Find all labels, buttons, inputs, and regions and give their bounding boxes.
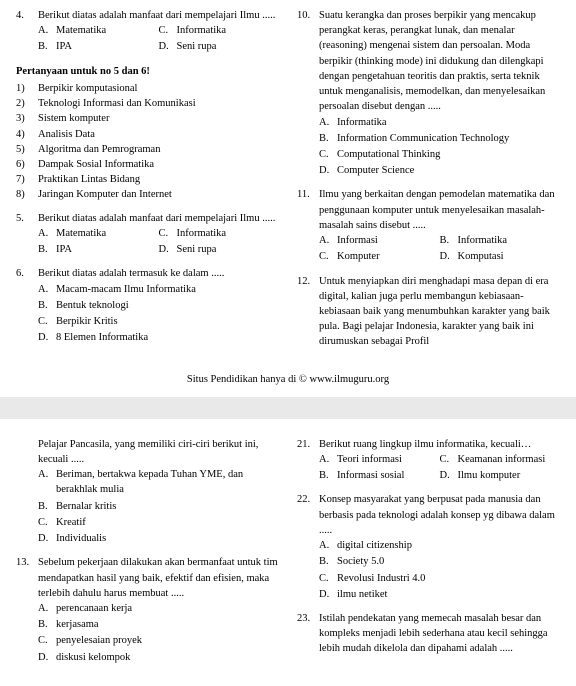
question-stem: Ilmu yang berkaitan dengan pemodelan mat… [319,187,560,233]
column-right-lower: 21. Berikut ruang lingkup ilmu informati… [297,437,560,674]
question-number: 23. [297,611,319,657]
option-row: A.Informasi B.Informatika [319,233,560,249]
option-row: C.Komputer D.Komputasi [319,249,560,265]
question-stem: Untuk menyiapkan diri menghadapi masa de… [319,274,560,350]
question-6: 6. Berikut diatas adalah termasuk ke dal… [16,266,279,346]
question-number: 22. [297,492,319,603]
question-number: 6. [16,266,38,346]
question-5: 5. Berikut diatas adalah manfaat dari me… [16,211,279,259]
question-number [16,437,38,548]
option-row: B.Informasi sosial D.Ilmu komputer [319,468,560,484]
question-stem: Konsep masyarakat yang berpusat pada man… [319,492,560,538]
question-number: 11. [297,187,319,265]
question-number: 5. [16,211,38,259]
question-body: Ilmu yang berkaitan dengan pemodelan mat… [319,187,560,265]
column-left-lower: Pelajar Pancasila, yang memiliki ciri-ci… [16,437,279,674]
option-row: A.Matematika C.Informatika [38,23,279,39]
question-body: Berikut ruang lingkup ilmu informatika, … [319,437,560,485]
option-row: B.IPA D.Seni rupa [38,242,279,258]
question-stem: Berikut ruang lingkup ilmu informatika, … [319,437,560,452]
question-body: Suatu kerangka dan proses berpikir yang … [319,8,560,179]
question-body: Untuk menyiapkan diri menghadapi masa de… [319,274,560,350]
question-body: Konsep masyarakat yang berpusat pada man… [319,492,560,603]
question-number: 13. [16,555,38,666]
question-number: 10. [297,8,319,179]
question-stem: Suatu kerangka dan proses berpikir yang … [319,8,560,115]
question-body: Pelajar Pancasila, yang memiliki ciri-ci… [38,437,279,548]
question-11: 11. Ilmu yang berkaitan dengan pemodelan… [297,187,560,265]
question-stem: Berikut diatas adalah manfaat dari mempe… [38,211,279,226]
question-body: Berikut diatas adalah termasuk ke dalam … [38,266,279,346]
column-right-upper: 10. Suatu kerangka dan proses berpikir y… [297,8,560,358]
question-body: Istilah pendekatan yang memecah masalah … [319,611,560,657]
worksheet-page: 4. Berikut diatas adalah manfaat dari me… [0,0,576,686]
option-row: A.Teori informasi C.Keamanan informasi [319,452,560,468]
question-number: 12. [297,274,319,350]
question-stem: Sebelum pekerjaan dilakukan akan bermanf… [38,555,279,601]
question-21: 21. Berikut ruang lingkup ilmu informati… [297,437,560,485]
upper-columns: 4. Berikut diatas adalah manfaat dari me… [0,8,576,358]
question-stem: Berikut diatas adalah manfaat dari mempe… [38,8,279,23]
column-left-upper: 4. Berikut diatas adalah manfaat dari me… [16,8,279,358]
subheading-5-6: Pertanyaan untuk no 5 dan 6! [16,64,279,79]
list-5-6: 1)Berpikir komputasional 2)Teknologi Inf… [16,81,279,203]
question-body: Berikut diatas adalah manfaat dari mempe… [38,211,279,259]
footer-text: Situs Pendidikan hanya di © www.ilmuguru… [0,372,576,387]
question-number: 21. [297,437,319,485]
question-stem: Pelajar Pancasila, yang memiliki ciri-ci… [38,437,279,467]
question-10: 10. Suatu kerangka dan proses berpikir y… [297,8,560,179]
question-stem: Istilah pendekatan yang memecah masalah … [319,611,560,657]
lower-columns: Pelajar Pancasila, yang memiliki ciri-ci… [0,437,576,674]
question-continuation: Pelajar Pancasila, yang memiliki ciri-ci… [16,437,279,548]
question-4: 4. Berikut diatas adalah manfaat dari me… [16,8,279,56]
option-row: A.Matematika C.Informatika [38,226,279,242]
question-13: 13. Sebelum pekerjaan dilakukan akan ber… [16,555,279,666]
question-22: 22. Konsep masyarakat yang berpusat pada… [297,492,560,603]
question-body: Sebelum pekerjaan dilakukan akan bermanf… [38,555,279,666]
question-stem: Berikut diatas adalah termasuk ke dalam … [38,266,279,281]
option-row: B.IPA D.Seni rupa [38,39,279,55]
question-23: 23. Istilah pendekatan yang memecah masa… [297,611,560,657]
page-gap [0,397,576,419]
question-12: 12. Untuk menyiapkan diri menghadapi mas… [297,274,560,350]
question-number: 4. [16,8,38,56]
question-body: Berikut diatas adalah manfaat dari mempe… [38,8,279,56]
